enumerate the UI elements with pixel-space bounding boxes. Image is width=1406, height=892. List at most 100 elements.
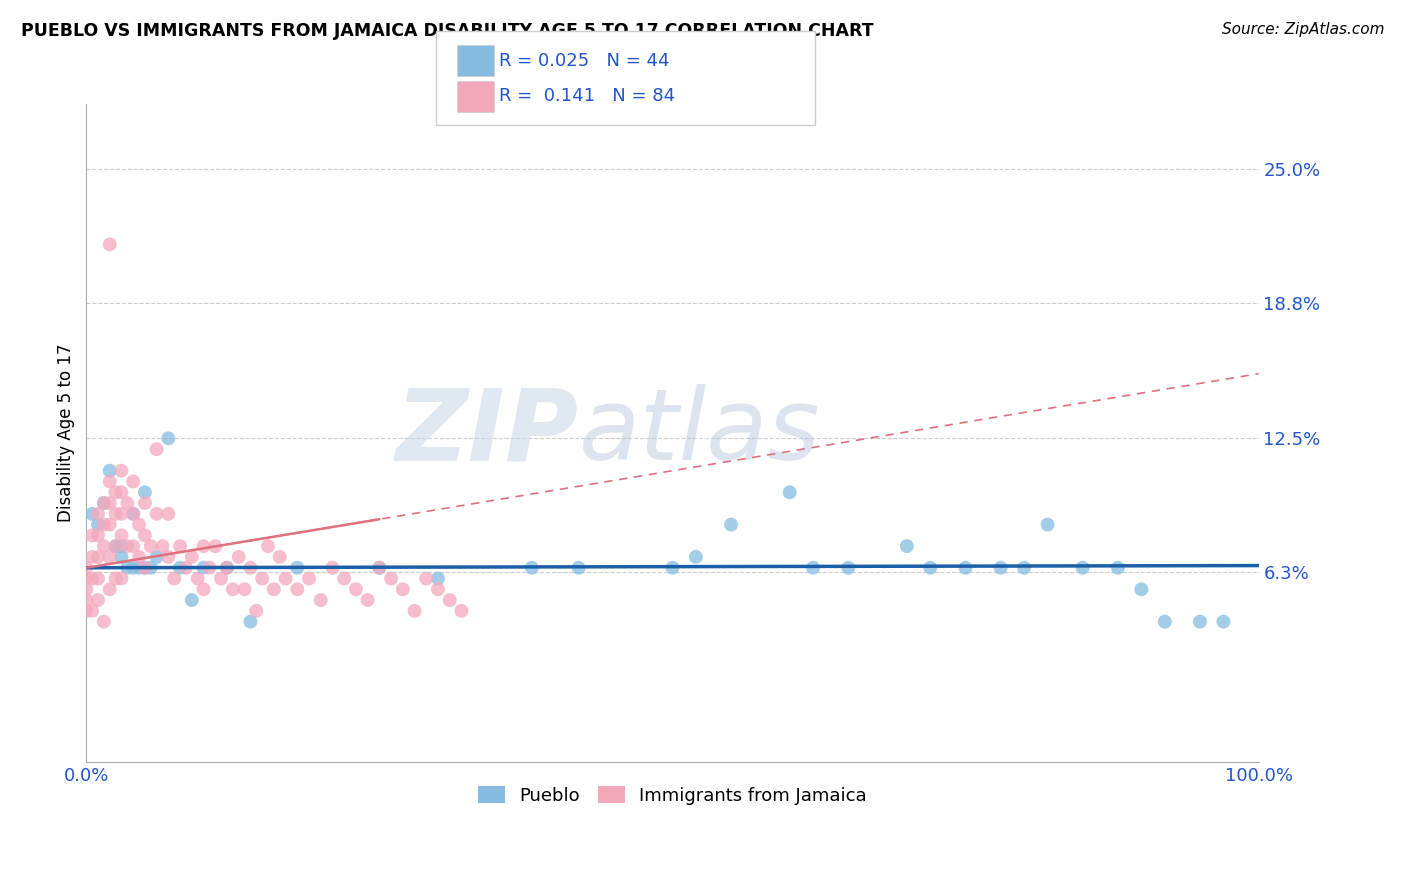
Point xyxy=(187,572,209,586)
Point xyxy=(1036,517,1059,532)
Point xyxy=(93,496,115,510)
Point xyxy=(380,572,402,586)
Point xyxy=(122,539,145,553)
Point xyxy=(309,593,332,607)
Point xyxy=(110,507,132,521)
Point xyxy=(139,539,162,553)
Point xyxy=(193,539,215,553)
Point xyxy=(174,560,197,574)
Point xyxy=(285,582,308,597)
Point xyxy=(193,582,215,597)
Point xyxy=(245,604,267,618)
Point xyxy=(110,539,132,553)
Point xyxy=(356,593,378,607)
Point xyxy=(75,560,97,574)
Point xyxy=(257,539,280,553)
Point xyxy=(87,507,110,521)
Point xyxy=(955,560,977,574)
Point xyxy=(93,517,115,532)
Point xyxy=(285,560,308,574)
Point xyxy=(920,560,942,574)
Point xyxy=(128,517,150,532)
Point xyxy=(439,593,461,607)
Point xyxy=(1012,560,1035,574)
Point xyxy=(93,615,115,629)
Point xyxy=(1107,560,1129,574)
Point xyxy=(157,431,180,445)
Point xyxy=(87,528,110,542)
Point xyxy=(104,485,127,500)
Point xyxy=(344,582,367,597)
Point xyxy=(801,560,824,574)
Text: PUEBLO VS IMMIGRANTS FROM JAMAICA DISABILITY AGE 5 TO 17 CORRELATION CHART: PUEBLO VS IMMIGRANTS FROM JAMAICA DISABI… xyxy=(21,22,873,40)
Point xyxy=(145,442,167,457)
Text: R = 0.025   N = 44: R = 0.025 N = 44 xyxy=(499,52,669,70)
Point xyxy=(104,539,127,553)
Point xyxy=(87,593,110,607)
Point xyxy=(104,507,127,521)
Point xyxy=(157,507,180,521)
Point xyxy=(404,604,426,618)
Point xyxy=(152,539,174,553)
Point xyxy=(75,593,97,607)
Point xyxy=(110,549,132,564)
Point xyxy=(122,507,145,521)
Point xyxy=(568,560,591,574)
Point xyxy=(128,549,150,564)
Text: R =  0.141   N = 84: R = 0.141 N = 84 xyxy=(499,87,675,105)
Point xyxy=(134,560,156,574)
Point xyxy=(1153,615,1175,629)
Point xyxy=(193,560,215,574)
Point xyxy=(391,582,413,597)
Point xyxy=(139,560,162,574)
Point xyxy=(204,539,226,553)
Point xyxy=(520,560,543,574)
Text: Source: ZipAtlas.com: Source: ZipAtlas.com xyxy=(1222,22,1385,37)
Point xyxy=(222,582,245,597)
Point xyxy=(110,528,132,542)
Point xyxy=(134,560,156,574)
Point xyxy=(98,549,121,564)
Point xyxy=(233,582,256,597)
Point xyxy=(75,572,97,586)
Point xyxy=(896,539,918,553)
Point xyxy=(180,593,202,607)
Point xyxy=(1188,615,1211,629)
Point xyxy=(169,539,191,553)
Point xyxy=(93,496,115,510)
Point xyxy=(87,517,110,532)
Point xyxy=(75,604,97,618)
Y-axis label: Disability Age 5 to 17: Disability Age 5 to 17 xyxy=(58,343,75,522)
Point xyxy=(239,615,262,629)
Point xyxy=(157,549,180,564)
Point xyxy=(98,496,121,510)
Point xyxy=(450,604,472,618)
Point xyxy=(239,560,262,574)
Point xyxy=(990,560,1012,574)
Point xyxy=(215,560,238,574)
Point xyxy=(779,485,801,500)
Point xyxy=(122,560,145,574)
Text: atlas: atlas xyxy=(579,384,820,482)
Point xyxy=(98,475,121,489)
Point xyxy=(110,464,132,478)
Text: ZIP: ZIP xyxy=(395,384,579,482)
Point xyxy=(1071,560,1094,574)
Point xyxy=(685,549,707,564)
Point xyxy=(1130,582,1153,597)
Point xyxy=(134,496,156,510)
Point xyxy=(298,572,321,586)
Point xyxy=(110,572,132,586)
Point xyxy=(198,560,221,574)
Point xyxy=(128,560,150,574)
Point xyxy=(93,539,115,553)
Point xyxy=(75,582,97,597)
Point xyxy=(661,560,683,574)
Point xyxy=(368,560,391,574)
Point xyxy=(1212,615,1234,629)
Point xyxy=(87,572,110,586)
Point xyxy=(321,560,343,574)
Legend: Pueblo, Immigrants from Jamaica: Pueblo, Immigrants from Jamaica xyxy=(471,780,875,812)
Point xyxy=(82,572,104,586)
Point xyxy=(837,560,859,574)
